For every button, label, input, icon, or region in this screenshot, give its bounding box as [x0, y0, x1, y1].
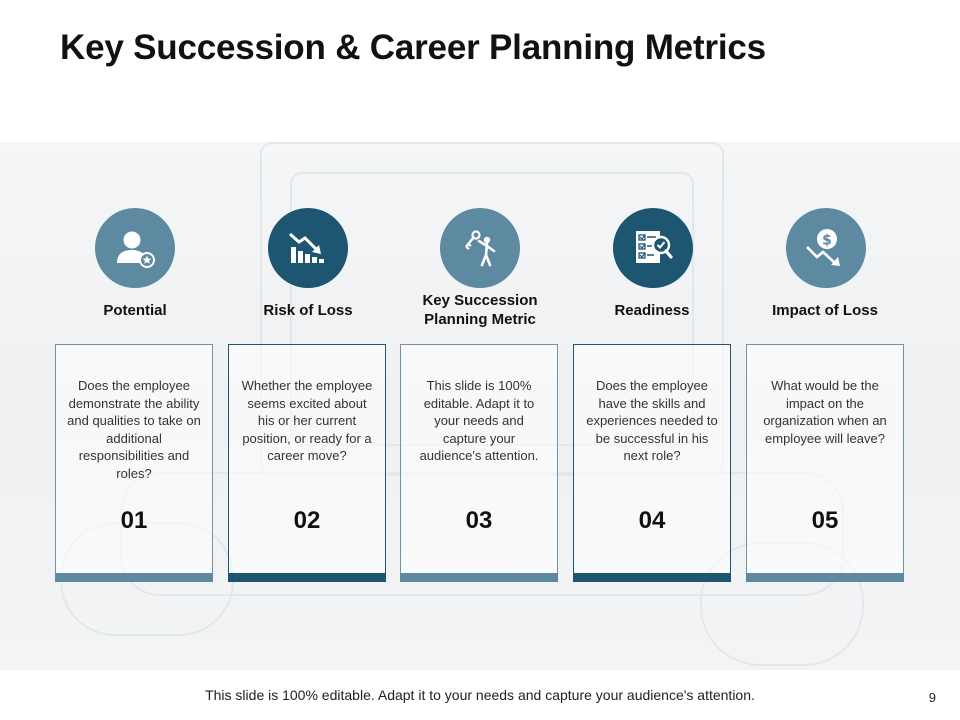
metric-label-key-succession: Key Succession Planning Metric — [422, 292, 538, 328]
metric-number: 03 — [465, 507, 493, 534]
card-accent-bar — [746, 573, 904, 582]
declining-chart-icon — [268, 208, 348, 288]
metric-card-readiness: Does the employee have the skills and ex… — [573, 344, 731, 582]
metric-card-impact-of-loss: What would be the impact on the organiza… — [746, 344, 904, 582]
metric-card-potential: Does the employee demonstrate the abilit… — [55, 344, 213, 582]
page-number: 9 — [928, 690, 936, 705]
dollar-loss-icon: $ — [786, 208, 866, 288]
user-star-icon — [95, 208, 175, 288]
slide-title: Key Succession & Career Planning Metrics — [60, 28, 766, 67]
checklist-magnifier-icon — [613, 208, 693, 288]
metric-card-risk-of-loss: Whether the employee seems excited about… — [228, 344, 386, 582]
metric-description: Does the employee have the skills and ex… — [586, 378, 718, 463]
metric-description: Does the employee demonstrate the abilit… — [67, 378, 201, 481]
card-accent-bar — [400, 573, 558, 582]
card-accent-bar — [228, 573, 386, 582]
metric-description: What would be the impact on the organiza… — [763, 378, 887, 446]
metric-label-potential: Potential — [103, 302, 167, 319]
metric-number: 02 — [293, 507, 321, 534]
card-accent-bar — [573, 573, 731, 582]
metric-number: 05 — [811, 507, 839, 534]
metric-description: This slide is 100% editable. Adapt it to… — [419, 378, 539, 463]
metric-description: Whether the employee seems excited about… — [241, 378, 373, 463]
metric-label-impact-of-loss: Impact of Loss — [772, 302, 878, 319]
metric-label-readiness: Readiness — [614, 302, 690, 319]
metric-card-key-succession: This slide is 100% editable. Adapt it to… — [400, 344, 558, 582]
card-accent-bar — [55, 573, 213, 582]
svg-text:$: $ — [822, 233, 832, 249]
footer-note: This slide is 100% editable. Adapt it to… — [205, 687, 755, 703]
metric-number: 01 — [120, 507, 148, 534]
metric-number: 04 — [638, 507, 666, 534]
metric-label-risk-of-loss: Risk of Loss — [263, 302, 353, 319]
person-key-icon — [440, 208, 520, 288]
